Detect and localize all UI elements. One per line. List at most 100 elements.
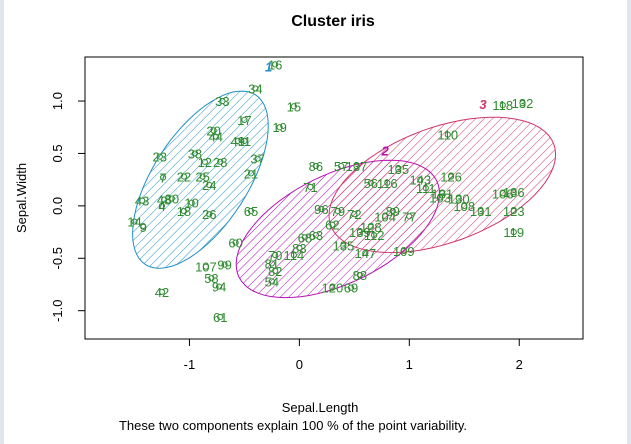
point-label: 118	[492, 98, 513, 113]
x-axis-label: Sepal.Length	[282, 400, 359, 415]
point-marker	[139, 197, 146, 204]
point-label: 14	[127, 215, 141, 230]
x-tick-label: 1	[406, 357, 413, 372]
point-label: 96	[314, 202, 328, 217]
cluster-center-label: 3	[479, 97, 487, 112]
point-label: 119	[503, 225, 524, 240]
point-label: 58	[204, 271, 218, 286]
point-marker	[296, 244, 303, 251]
point-marker	[219, 97, 226, 105]
point-marker	[221, 261, 228, 268]
point-label: 120	[321, 281, 343, 296]
point-marker	[290, 252, 297, 259]
point-label: 135	[332, 239, 354, 254]
point-marker	[477, 208, 484, 215]
x-tick-label: 0	[296, 357, 303, 372]
point-label: 30	[165, 192, 179, 207]
point-label: 131	[470, 204, 492, 219]
point-marker	[156, 153, 163, 160]
point-marker	[400, 247, 407, 255]
point-label: 77	[402, 209, 416, 224]
point-label: 111	[416, 181, 436, 196]
point-label: 110	[437, 128, 458, 143]
point-label: 18	[177, 204, 191, 219]
point-label: 109	[393, 244, 415, 259]
point-label: 86	[309, 159, 323, 174]
point-marker	[499, 190, 506, 197]
point-marker	[276, 124, 283, 131]
point-marker	[499, 102, 506, 109]
point-marker	[356, 271, 363, 279]
point-marker	[158, 288, 166, 295]
point-marker	[268, 278, 275, 285]
point-marker	[389, 208, 396, 215]
point-label: 21	[244, 166, 258, 181]
point-label: 37	[250, 152, 264, 167]
point-label: 108	[453, 199, 475, 214]
point-label: 56	[364, 176, 378, 191]
point-label: 123	[503, 204, 525, 219]
point-marker	[212, 133, 219, 140]
point-label: 126	[440, 170, 462, 185]
x-tick-label: 2	[516, 357, 523, 372]
point-marker	[455, 195, 462, 202]
point-label: 114	[284, 248, 305, 263]
point-marker	[444, 131, 451, 138]
point-label: 116	[377, 176, 398, 191]
point-marker	[272, 252, 279, 259]
point-label: 23	[153, 150, 167, 165]
point-marker	[307, 183, 314, 191]
point-label: 33	[215, 94, 229, 109]
point-marker	[329, 284, 336, 291]
point-label: 106	[492, 186, 514, 201]
point-label: 26	[202, 207, 216, 222]
point-label: 139	[349, 225, 371, 240]
point-marker	[180, 208, 188, 215]
point-marker	[247, 170, 255, 177]
y-axis: -1.0 -0.5 0.0 0.5 1.0	[50, 92, 86, 322]
point-label: 88	[353, 268, 367, 283]
point-marker	[199, 173, 206, 180]
y-tick-label: 0.5	[50, 144, 65, 162]
point-label: 112	[364, 228, 385, 243]
point-marker	[312, 232, 319, 239]
point-label: 43	[135, 194, 149, 209]
point-label: 34	[248, 81, 262, 96]
point-label: 128	[360, 220, 382, 235]
y-tick-label: 0.0	[50, 197, 65, 215]
point-marker	[519, 100, 526, 107]
point-label: 143	[409, 173, 431, 188]
point-marker	[202, 263, 210, 270]
point-marker	[217, 158, 224, 165]
point-marker	[301, 234, 308, 241]
point-label: 44	[209, 130, 223, 145]
point-marker	[334, 208, 341, 215]
point-marker	[241, 137, 248, 144]
point-label: 61	[213, 310, 227, 325]
point-marker	[140, 223, 147, 230]
point-marker	[191, 150, 199, 157]
point-label: 28	[213, 155, 227, 170]
point-label: 49	[231, 134, 245, 149]
cluster-center-label: 1	[265, 59, 272, 74]
point-marker	[180, 173, 188, 180]
chart-title: Cluster iris	[291, 13, 375, 30]
point-marker	[371, 232, 378, 239]
x-axis: -1 0 1 2	[184, 338, 523, 372]
point-label: 136	[503, 185, 525, 200]
point-marker	[159, 174, 167, 181]
point-label: 42	[155, 285, 169, 300]
point-marker	[406, 213, 413, 220]
point-marker	[216, 283, 223, 290]
point-label: 54	[265, 274, 279, 289]
point-label: 7	[159, 171, 166, 186]
point-label: 131	[431, 186, 453, 201]
point-marker	[252, 85, 259, 92]
point-marker	[158, 202, 166, 209]
point-marker	[318, 205, 325, 213]
point-marker	[362, 249, 369, 257]
point-label: 137	[346, 159, 368, 174]
point-label: 16	[268, 57, 282, 72]
point-marker	[353, 162, 360, 170]
